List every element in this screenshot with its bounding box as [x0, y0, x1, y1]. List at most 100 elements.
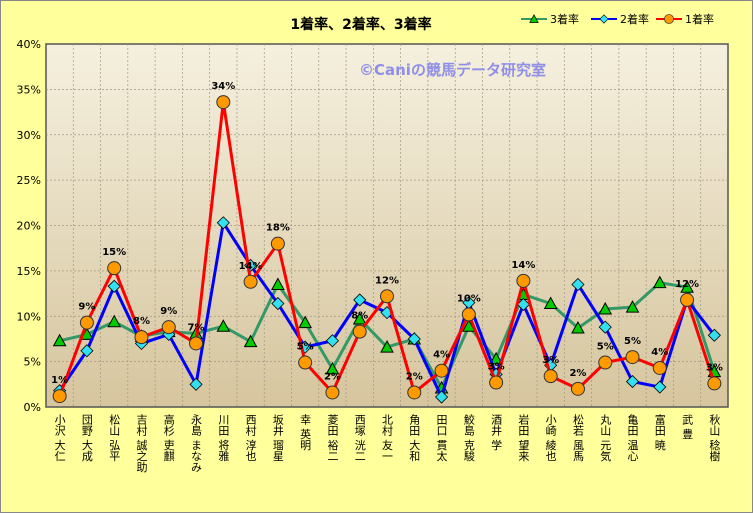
x-tick-label: 丸山 元気 — [599, 414, 612, 462]
series-3rd-point — [598, 301, 613, 315]
series-2nd-point — [599, 14, 609, 24]
series-1st-point — [461, 307, 476, 322]
data-label: 2% — [324, 371, 341, 382]
legend-label: 2着率 — [620, 12, 649, 26]
series-1st-point — [407, 385, 422, 400]
data-label: 18% — [266, 223, 290, 234]
series-2nd-point — [625, 375, 640, 389]
y-tick-label: 25% — [17, 174, 41, 187]
y-tick-label: 5% — [24, 356, 41, 369]
data-label: 5% — [624, 336, 641, 347]
series-2nd-point — [653, 380, 667, 394]
series-3rd-point — [352, 311, 367, 325]
x-tick-label: 団野 大成 — [80, 414, 93, 462]
series-3rd-point — [571, 321, 585, 334]
x-tick-label: 菱田 裕二 — [326, 414, 339, 462]
x-tick-label: 小崎 綾也 — [544, 414, 557, 462]
series-1st-point — [352, 324, 367, 339]
series-3rd-point — [680, 280, 694, 293]
x-tick-label: 坂井 瑠星 — [271, 414, 284, 462]
series-1st-point — [570, 381, 585, 396]
x-tick-label: 松山 弘平 — [108, 413, 121, 462]
x-tick-label: 亀田 温心 — [626, 413, 639, 462]
x-tick-label: 酒井 学 — [490, 414, 503, 451]
chart-title: 1着率、2着率、3着率 — [290, 16, 431, 33]
series-1st-point — [652, 360, 667, 375]
data-label: 14% — [511, 260, 535, 271]
x-tick-label: 川田 将雅 — [217, 414, 230, 462]
series-2nd-point — [571, 277, 585, 292]
series-1st-point — [243, 274, 258, 289]
x-tick-label: 高杉 吏麒 — [162, 413, 175, 462]
y-tick-label: 35% — [17, 83, 41, 96]
series-1st-point — [270, 236, 285, 251]
x-tick-label: 吉村 誠之助 — [135, 414, 148, 473]
y-tick-label: 30% — [17, 129, 41, 142]
y-tick-label: 15% — [17, 265, 41, 278]
series-3rd-point — [489, 351, 503, 365]
x-tick-label: 武 豊 — [681, 414, 694, 440]
legend: 3着率 2着率 1着率 — [521, 12, 714, 26]
series-3rd-point — [52, 333, 67, 347]
series-2nd-point — [598, 320, 612, 334]
series-1st-point — [680, 292, 695, 307]
data-label: 3% — [488, 361, 505, 372]
data-label: 3% — [542, 355, 559, 366]
data-label: 12% — [675, 279, 699, 290]
series-2nd-point — [516, 297, 530, 312]
series-2nd-point — [434, 390, 449, 404]
x-tick-label: 永島 まなみ — [190, 413, 203, 473]
data-label: 9% — [78, 302, 95, 313]
series-3rd-point — [652, 275, 667, 289]
series-2nd-point — [107, 279, 121, 293]
series-1st-point — [598, 355, 613, 370]
data-label: 3% — [706, 362, 723, 373]
series-1st-point — [216, 95, 231, 110]
series-1st-point — [380, 289, 394, 304]
data-label: 5% — [597, 342, 614, 353]
x-tick-label: 岩田 望来 — [517, 413, 530, 462]
series-2nd-point — [271, 296, 285, 311]
x-tick-label: 鮫島 克駿 — [462, 413, 475, 462]
x-tick-label: 松若 風馬 — [571, 413, 584, 462]
data-label: 4% — [651, 347, 668, 358]
x-tick-label: 西村 淳也 — [244, 414, 257, 462]
series-1st-point — [516, 273, 531, 288]
series-1st-point — [625, 350, 640, 365]
series-2nd-point — [189, 377, 203, 391]
series-3rd-point — [529, 14, 539, 23]
series-1st-point — [707, 376, 722, 391]
series-1st-point — [543, 369, 558, 384]
series-3rd-point — [380, 340, 394, 353]
data-label: 8% — [133, 316, 150, 327]
series-3rd-point — [625, 300, 640, 313]
series-2nd-point — [325, 334, 340, 348]
x-tick-label: 秋山 稔樹 — [708, 413, 721, 462]
series-3rd-point — [107, 314, 122, 328]
series-2nd-point — [707, 328, 721, 342]
x-tick-label: 角田 大和 — [408, 414, 421, 462]
data-label: 1% — [51, 375, 68, 386]
data-label: 10% — [457, 293, 481, 304]
y-tick-label: 0% — [24, 401, 41, 414]
x-tick-label: 西塚 洸二 — [353, 414, 366, 462]
data-label: 5% — [297, 342, 314, 353]
x-tick-label: 田口 貫太 — [435, 414, 448, 462]
series-3rd-point — [243, 334, 258, 348]
series-2nd-point — [407, 332, 421, 346]
series-1st-point — [434, 363, 449, 378]
x-tick-label: 小沢 大仁 — [53, 414, 66, 462]
data-label: 15% — [102, 247, 126, 258]
data-label: 8% — [351, 311, 368, 322]
data-label: 2% — [569, 368, 586, 379]
series-2nd-point — [353, 293, 367, 307]
data-label: 34% — [211, 81, 235, 92]
series-1st-point — [134, 330, 149, 345]
series-2nd-point — [80, 344, 94, 358]
series-1st-point — [489, 375, 504, 390]
series-1st-point — [664, 14, 674, 24]
series-1st-point — [189, 336, 204, 351]
legend-label: 3着率 — [550, 12, 579, 26]
series-1st-point — [107, 261, 122, 276]
